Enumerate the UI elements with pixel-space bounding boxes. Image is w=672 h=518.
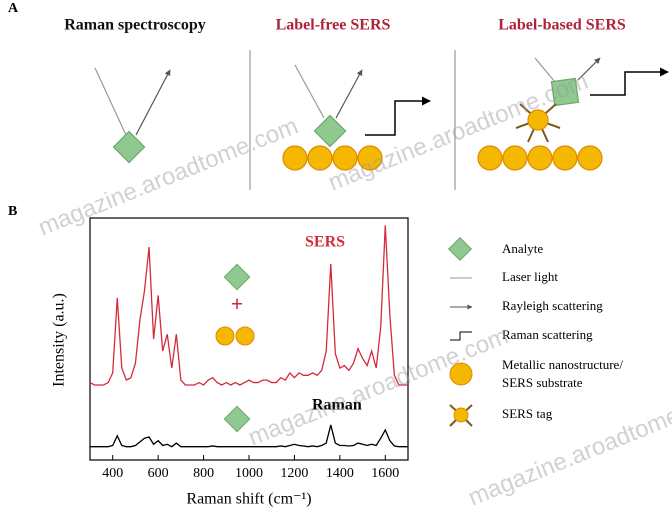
inset-icons: + [215,263,255,433]
key-label: SERS substrate [502,375,583,390]
x-tick-label: 800 [193,466,214,481]
key-label: Metallic nanostructure/ [502,357,623,372]
x-tick-label: 1000 [235,466,263,481]
panel-label: A [8,1,19,16]
x-tick-label: 1600 [371,466,399,481]
key-label: SERS tag [502,406,553,421]
watermark: magazine.aroadtome.com [245,322,512,451]
watermark: magazine.aroadtome.com [325,67,592,196]
column-title: Label-based SERS [498,17,626,34]
column-title: Label-free SERS [276,17,391,34]
series-label: SERS [305,234,345,251]
series-label: Raman [312,397,362,414]
x-tick-label: 600 [148,466,169,481]
key-label: Raman scattering [502,327,593,342]
spectrum-line [89,225,408,386]
key-label: Laser light [502,269,558,284]
x-axis-label: Raman shift (cm⁻¹) [186,491,311,508]
x-tick-label: 1200 [280,466,308,481]
watermark: magazine.aroadtome.com [35,112,302,241]
svg-text:+: + [231,291,244,316]
panel-a-drawing [94,50,669,190]
x-tick-label: 1400 [326,466,354,481]
spectrum-line [90,424,408,448]
panel-label: B [8,204,17,219]
watermark: magazine.aroadtome.com [465,382,672,511]
y-axis-label: Intensity (a.u.) [51,293,68,387]
key-label: Analyte [502,241,543,256]
x-tick-label: 400 [102,466,123,481]
column-title: Raman spectroscopy [64,17,205,34]
key-icons [447,236,473,427]
key-label: Rayleigh scattering [502,298,603,313]
